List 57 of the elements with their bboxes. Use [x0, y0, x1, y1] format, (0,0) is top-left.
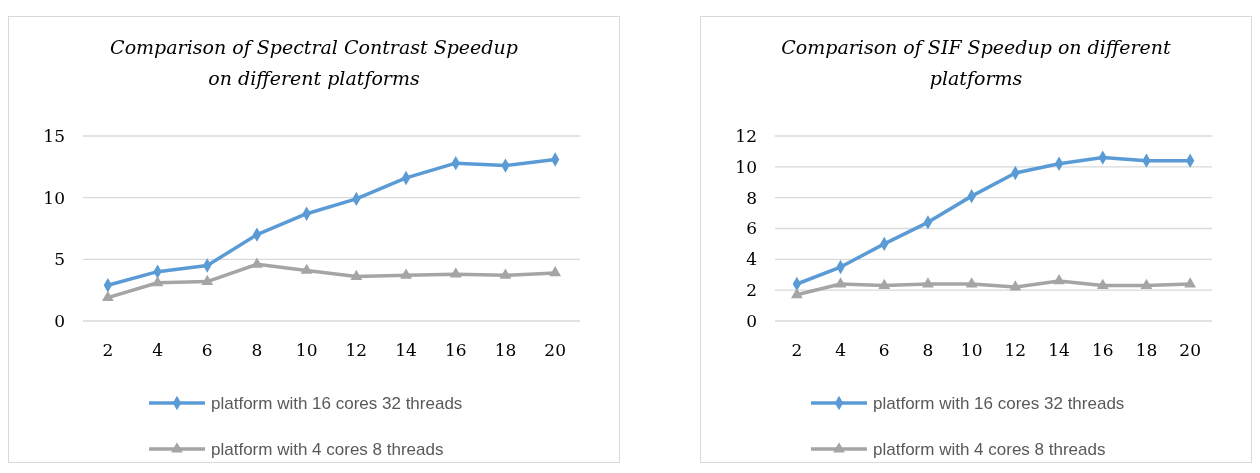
x-tick-label: 2 — [102, 340, 114, 360]
point — [549, 266, 562, 277]
point — [790, 288, 803, 299]
x-tick-label: 18 — [1135, 340, 1158, 360]
legend-label: platform with 4 cores 8 threads — [873, 439, 1106, 459]
x-tick-label: 10 — [960, 340, 983, 360]
x-tick-label: 16 — [444, 340, 467, 360]
point — [499, 268, 512, 279]
y-tick-label: 10 — [735, 156, 757, 177]
x-tick-label: 20 — [1179, 340, 1201, 360]
point — [1009, 280, 1022, 291]
x-tick-label: 6 — [878, 340, 890, 360]
point — [201, 274, 214, 285]
x-tick-label: 14 — [395, 340, 417, 360]
y-tick-label: 6 — [746, 218, 757, 239]
point — [922, 277, 934, 288]
point — [300, 263, 313, 274]
point — [251, 257, 263, 268]
x-tick-label: 8 — [922, 340, 934, 360]
x-tick-label: 4 — [152, 340, 163, 360]
x-tick-label: 18 — [494, 340, 517, 360]
y-tick-label: 8 — [746, 187, 757, 208]
chart-title: Comparison of Spectral Contrast Speedup on different platforms — [110, 36, 518, 89]
point — [1184, 277, 1197, 288]
y-tick-label: 0 — [746, 310, 757, 331]
y-tick-label: 5 — [54, 249, 65, 270]
point — [878, 278, 891, 289]
chart-title: Comparison of SIF Speedup on different platforms — [781, 36, 1172, 89]
point — [965, 277, 978, 288]
x-tick-label: 16 — [1091, 340, 1114, 360]
y-tick-label: 12 — [735, 125, 757, 146]
point — [449, 267, 462, 278]
point — [1096, 278, 1109, 289]
x-tick-label: 6 — [201, 340, 213, 360]
point — [1053, 274, 1065, 285]
x-tick-label: 10 — [295, 340, 318, 360]
x-tick-label: 12 — [1004, 340, 1027, 360]
point — [834, 277, 847, 288]
x-tick-label: 2 — [791, 340, 803, 360]
y-tick-label: 4 — [746, 249, 757, 270]
y-tick-label: 0 — [54, 310, 65, 331]
point — [1140, 278, 1153, 289]
y-tick-label: 15 — [43, 125, 65, 146]
y-tick-label: 2 — [746, 280, 757, 301]
point — [400, 268, 412, 279]
x-tick-label: 12 — [345, 340, 368, 360]
y-tick-label: 10 — [43, 187, 65, 208]
point — [101, 290, 114, 301]
legend-label: platform with 16 cores 32 threads — [873, 393, 1125, 413]
x-tick-label: 8 — [251, 340, 263, 360]
legend-label: platform with 16 cores 32 threads — [211, 393, 463, 413]
legend-label: platform with 4 cores 8 threads — [211, 439, 444, 459]
x-tick-label: 4 — [835, 340, 846, 360]
point — [350, 269, 363, 280]
x-tick-label: 20 — [544, 340, 566, 360]
x-tick-label: 14 — [1048, 340, 1070, 360]
point — [151, 275, 164, 287]
